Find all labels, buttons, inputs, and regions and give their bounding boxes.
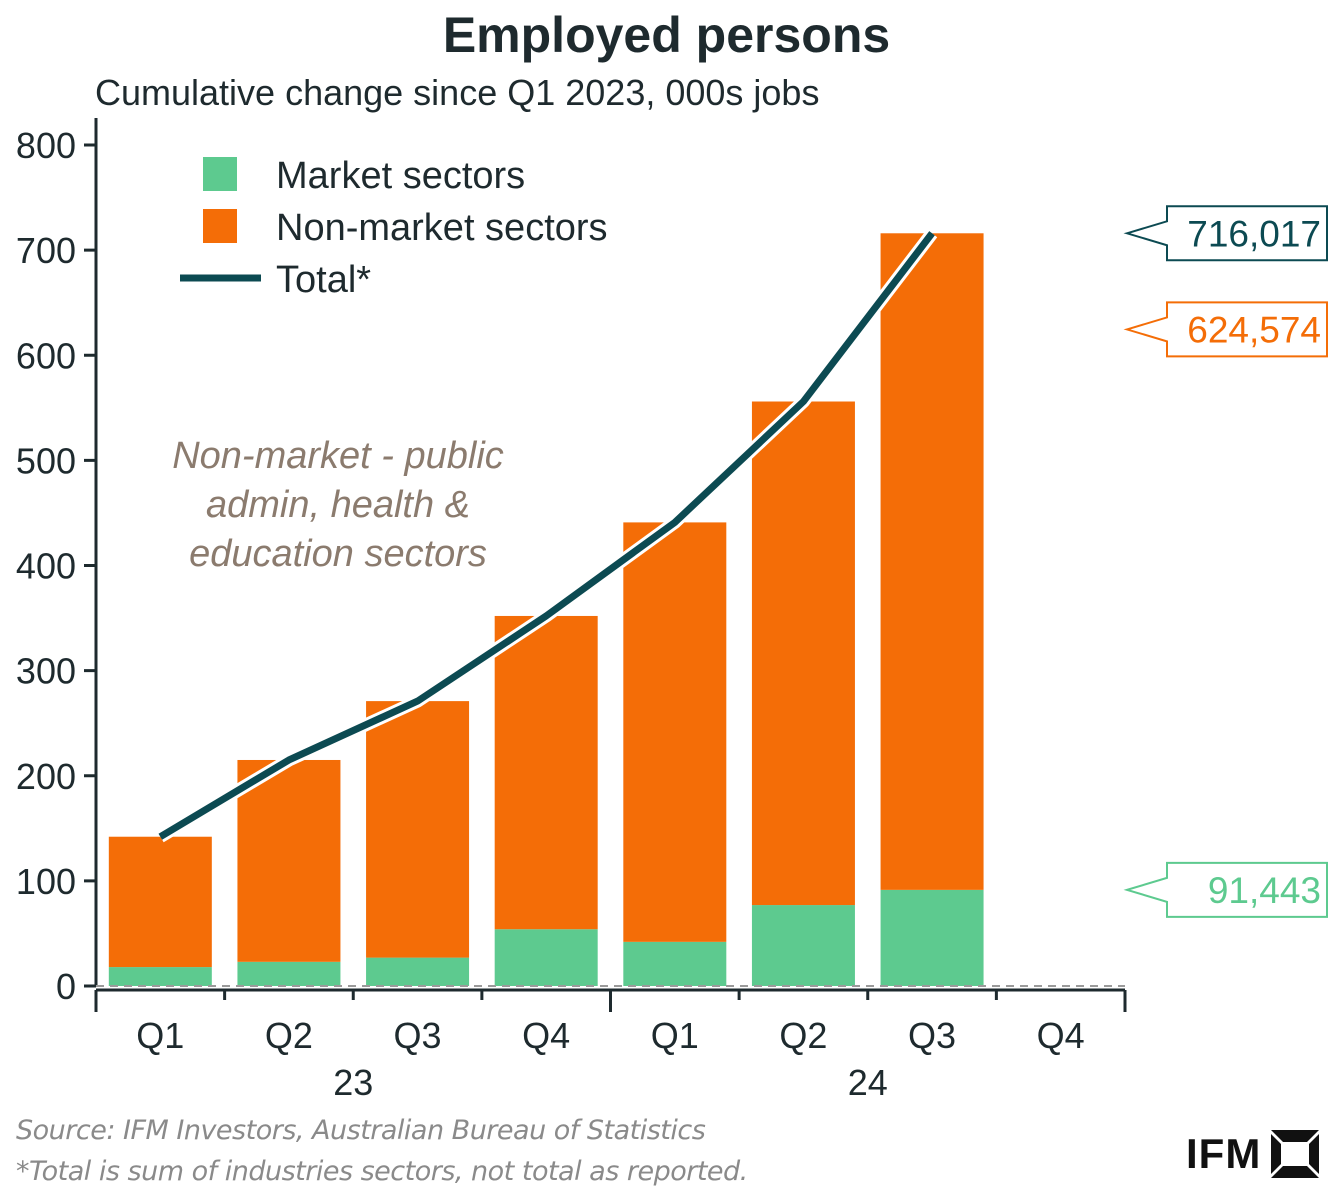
legend-label-non-market: Non-market sectors (276, 207, 608, 249)
bar-non-market-sectors (623, 522, 727, 942)
legend-label-total: Total* (276, 259, 371, 301)
y-tick-label: 700 (16, 230, 76, 271)
x-tick-label: Q3 (908, 1015, 956, 1056)
y-tick-label: 200 (16, 756, 76, 797)
y-tick-label: 600 (16, 335, 76, 376)
x-tick-label: Q3 (394, 1015, 442, 1056)
bar-market-sectors (494, 929, 598, 986)
value-callout-box (1123, 861, 1328, 918)
x-tick-label: Q1 (136, 1015, 184, 1056)
annotation-text: Non-market - public (172, 435, 504, 477)
bar-non-market-sectors (494, 615, 598, 930)
y-tick-label: 0 (56, 966, 76, 1007)
chart-area: 0 100 200 300 400 500 600 700 800 Q1 Q2 Q3 Q4 Q1 Q2 Q3 Q… (16, 118, 1328, 1103)
y-tick-label: 400 (16, 546, 76, 587)
x-group-label: 23 (333, 1062, 373, 1103)
legend-swatch-market (203, 157, 237, 191)
bar-market-sectors (751, 905, 855, 986)
value-callout-label: 91,443 (1208, 870, 1321, 911)
x-tick-label: Q4 (1037, 1015, 1085, 1056)
x-tick-label: Q1 (651, 1015, 699, 1056)
y-tick-label: 500 (16, 440, 76, 481)
legend-label-market: Market sectors (276, 155, 525, 197)
total-line (158, 231, 935, 840)
chart-title: Employed persons (442, 7, 891, 63)
bar-non-market-sectors (108, 836, 212, 968)
y-tick-label: 300 (16, 651, 76, 692)
bar-market-sectors (237, 961, 341, 986)
ifm-logo: IFM (1186, 1128, 1321, 1180)
x-tick-label: Q2 (779, 1015, 827, 1056)
bar-non-market-sectors (751, 401, 855, 906)
value-callout-label: 716,017 (1187, 213, 1321, 254)
bar-market-sectors (108, 967, 212, 986)
bar-non-market-sectors (880, 233, 984, 890)
bar-non-market-sectors (237, 759, 341, 962)
x-tick-label: Q4 (522, 1015, 570, 1056)
annotation-text: education sectors (189, 533, 487, 575)
x-group-label: 24 (848, 1062, 888, 1103)
footnote: *Total is sum of industries sectors, not… (16, 1156, 748, 1187)
source-note: Source: IFM Investors, Australian Bureau… (16, 1115, 706, 1146)
value-callout-box (1123, 205, 1328, 262)
y-tick-label: 800 (16, 125, 76, 166)
bar-market-sectors (880, 889, 984, 986)
bar-non-market-sectors (366, 701, 470, 958)
chart-subtitle: Cumulative change since Q1 2023, 000s jo… (95, 72, 820, 113)
logo-text: IFM (1186, 1130, 1262, 1177)
x-tick-label: Q2 (265, 1015, 313, 1056)
legend-swatch-non-market (203, 209, 237, 243)
bar-market-sectors (366, 957, 470, 986)
annotation-text: admin, health & (206, 484, 470, 526)
value-callout-label: 624,574 (1187, 309, 1321, 350)
logo-mark-icon (1271, 1130, 1320, 1178)
y-tick-label: 100 (16, 861, 76, 902)
bar-market-sectors (623, 941, 727, 986)
value-callout-box (1123, 301, 1328, 358)
